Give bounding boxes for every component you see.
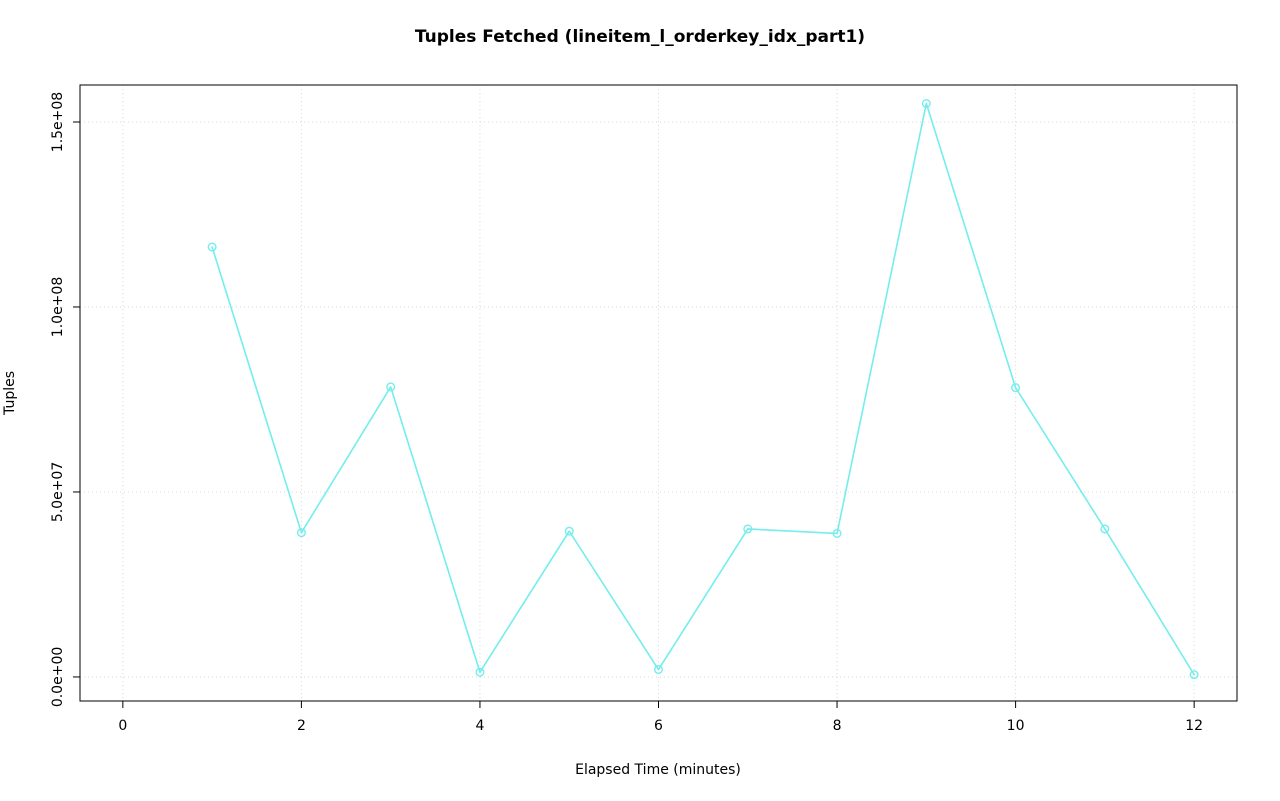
- data-point: [1100, 524, 1110, 534]
- plot-border: [79, 84, 1238, 702]
- gridlines: [80, 85, 1237, 701]
- data-point: [1011, 383, 1021, 393]
- data-point: [296, 528, 306, 538]
- series: [207, 98, 1199, 680]
- chart-title: Tuples Fetched (lineitem_l_orderkey_idx_…: [415, 27, 865, 47]
- x-tick-label: 4: [475, 718, 484, 734]
- data-point: [654, 665, 664, 675]
- x-tick-label: 10: [1007, 718, 1025, 734]
- y-tick-label: 1.0e+08: [50, 277, 66, 337]
- data-point: [832, 528, 842, 538]
- x-axis-title: Elapsed Time (minutes): [575, 762, 741, 778]
- data-point: [1189, 670, 1199, 680]
- x-tick-label: 2: [297, 718, 306, 734]
- y-tick-label: 5.0e+07: [50, 462, 66, 522]
- x-tick-label: 8: [833, 718, 842, 734]
- data-point: [743, 524, 753, 534]
- series-line: [211, 102, 1195, 676]
- y-tick-label: 0.0e+00: [50, 647, 66, 707]
- data-point: [921, 98, 931, 108]
- data-point: [207, 242, 217, 252]
- data-point: [564, 526, 574, 536]
- x-tick-label: 6: [654, 718, 663, 734]
- y-axis-title: Tuples: [2, 371, 18, 416]
- x-tick-label: 12: [1185, 718, 1203, 734]
- x-tick-label: 0: [118, 718, 127, 734]
- axes: 0 2 4 6 8 10 12 0.0e+00 5.0e+07 1.0e+08 1.5e+08: [50, 92, 1203, 734]
- y-tick-label: 1.5e+08: [50, 92, 66, 152]
- data-point: [475, 667, 485, 677]
- data-point: [386, 382, 396, 392]
